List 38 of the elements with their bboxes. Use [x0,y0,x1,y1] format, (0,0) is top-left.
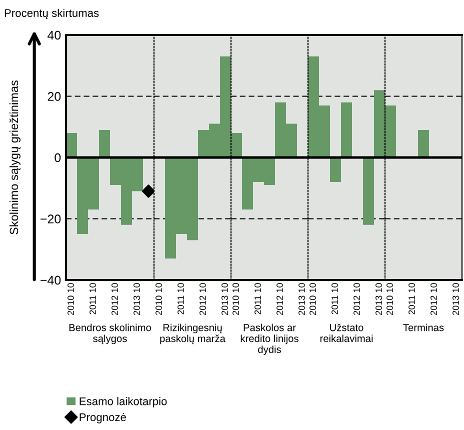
y-tick-label: 40 [48,30,61,40]
y-tick-label: −20 [40,214,61,224]
legend-label: Esamo laikotarpio [80,397,167,408]
x-tick-label: 2012 10 [430,283,437,315]
x-tick-label: 2010 10 [232,283,239,315]
x-axis-title: Rizikingesnių paskolų marža [160,324,226,344]
x-axis-title: Užstato reikalavimai [320,324,373,342]
x-tick-label: 2013 10 [298,283,305,315]
x-tick-label: 2011 10 [254,283,261,314]
y-tick-label: −40 [40,276,61,285]
bar [341,102,352,158]
bar [363,158,374,225]
x-tick-label: 2013 10 [376,283,382,315]
legend-label: Prognozė [80,412,126,424]
y-axis-title: Skolinimo sąlygų griežtinimas [9,80,20,234]
y-tick-label: 20 [48,92,61,101]
x-tick-label: 2012 10 [200,283,206,315]
x-tick-label: 2012 10 [112,283,118,315]
chart-title: Procentų skirtumas [4,8,99,20]
x-tick-label: 2011 10 [408,283,415,314]
x-tick-label: 2011 10 [332,283,338,314]
x-tick-label: 2011 10 [178,283,184,314]
x-tick-label: 2010 10 [386,283,393,315]
x-tick-label: 2013 10 [222,283,228,315]
x-tick-label: 2012 10 [354,283,360,315]
x-tick-label: 2012 10 [276,283,283,315]
x-axis-title: Bendros skolinimo sąlygos [69,324,151,344]
bar [99,130,110,158]
x-tick-label: 2010 10 [68,283,74,315]
x-tick-label: 2010 10 [310,283,316,315]
x-tick-label: 2011 10 [90,283,96,314]
x-tick-label: 2010 10 [156,283,162,315]
x-tick-label: 2013 10 [134,283,140,315]
x-axis-title: Terminas [403,324,444,332]
x-tick-label: 2013 10 [452,283,459,315]
x-axis-title: Paskolos ar kredito linijos dydis [240,324,298,356]
y-tick-label: 0 [54,153,61,162]
bar [330,158,341,182]
